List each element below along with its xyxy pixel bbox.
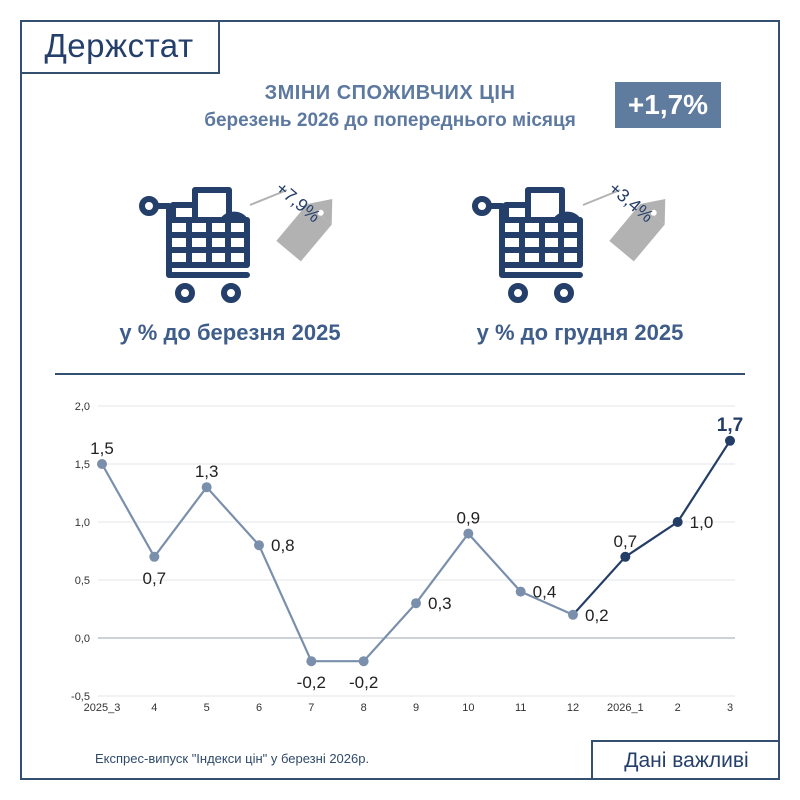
title-line-2: березень 2026 до попереднього місяця xyxy=(204,110,576,131)
data-label: 1,0 xyxy=(690,513,714,532)
data-point xyxy=(358,656,369,667)
data-point xyxy=(463,528,474,539)
footer-tagline: Дані важливі xyxy=(591,740,780,780)
page-frame xyxy=(20,20,780,780)
data-point xyxy=(515,586,526,597)
y-tick-label: 0,0 xyxy=(75,633,90,645)
x-tick-label: 5 xyxy=(204,702,210,714)
data-point xyxy=(568,609,578,620)
shopping-cart-icon xyxy=(139,187,333,303)
y-tick-label: 1,0 xyxy=(75,517,90,529)
series-line-2025 xyxy=(101,463,574,663)
x-tick-label: 9 xyxy=(413,702,419,714)
section-divider xyxy=(55,373,745,375)
data-label: 0,4 xyxy=(533,583,557,602)
data-point xyxy=(149,551,160,562)
x-tick-label: 2025_3 xyxy=(84,702,121,714)
x-tick-label: 4 xyxy=(151,702,157,714)
x-tick-label: 2026_1 xyxy=(607,702,644,714)
y-tick-label: -0,5 xyxy=(71,691,90,703)
data-label: 1,7 xyxy=(717,415,743,436)
card-label-december: у % до грудня 2025 xyxy=(476,320,684,345)
series-line-2026 xyxy=(572,440,731,616)
y-tick-label: 1,5 xyxy=(75,459,90,471)
x-tick-label: 6 xyxy=(256,702,262,714)
data-point xyxy=(306,656,317,667)
source-note: Експрес-випуск "Індекси цін" у березні 2… xyxy=(95,751,370,766)
data-label: 0,7 xyxy=(143,569,167,588)
title-line-1: ЗМІНИ СПОЖИВЧИХ ЦІН xyxy=(264,82,516,104)
data-label: 0,9 xyxy=(457,509,481,528)
x-tick-label: 11 xyxy=(515,702,526,714)
monthly-change-badge: +1,7% xyxy=(615,82,721,128)
data-point xyxy=(411,598,421,609)
x-tick-label: 8 xyxy=(361,702,367,714)
x-tick-label: 12 xyxy=(567,702,579,714)
data-label: 0,7 xyxy=(614,532,638,551)
card-label-year: у % до березня 2025 xyxy=(119,320,341,345)
logo: Держстат xyxy=(20,20,220,74)
x-tick-label: 7 xyxy=(308,702,314,714)
page-title: ЗМІНИ СПОЖИВЧИХ ЦІН березень 2026 до поп… xyxy=(180,82,600,132)
x-tick-label: 3 xyxy=(727,702,733,714)
data-point xyxy=(254,540,264,551)
x-tick-label: 2 xyxy=(675,702,681,714)
data-label: -0,2 xyxy=(297,673,326,692)
data-point xyxy=(97,459,107,469)
data-label: 0,3 xyxy=(428,594,452,613)
data-label: 0,2 xyxy=(585,606,609,625)
data-label: -0,2 xyxy=(349,673,378,692)
logo-text: Держстат xyxy=(44,27,194,64)
data-label: 1,3 xyxy=(195,462,219,481)
y-tick-label: 2,0 xyxy=(75,401,90,413)
data-point xyxy=(725,435,735,446)
cpi-line-chart: 1,5 0,7 1,3 0,8 -0,2 -0,2 0,3 0,9 0,4 0,2 0,7 1,0 1,… xyxy=(71,401,743,714)
shopping-cart-icon xyxy=(472,187,666,303)
data-label: 1,5 xyxy=(90,439,114,458)
data-point xyxy=(201,482,212,493)
x-tick-label: 10 xyxy=(462,702,474,714)
data-point xyxy=(620,551,631,562)
data-label: 0,8 xyxy=(271,536,295,555)
data-point xyxy=(672,517,683,527)
y-tick-label: 0,5 xyxy=(75,575,90,587)
